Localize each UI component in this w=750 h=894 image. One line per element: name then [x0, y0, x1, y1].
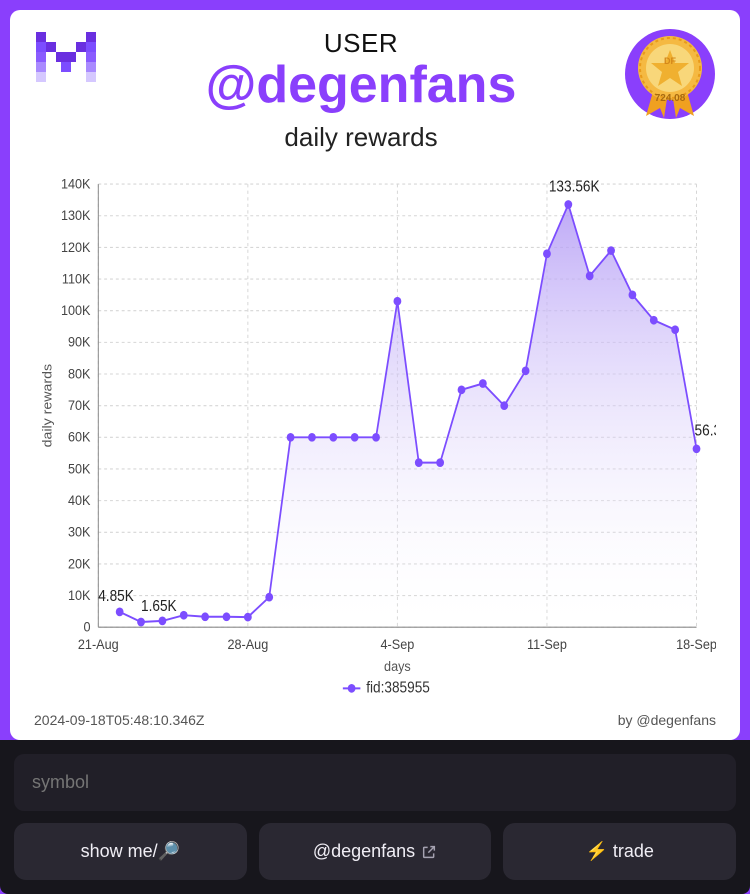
svg-text:90K: 90K — [68, 334, 91, 350]
svg-text:28-Aug: 28-Aug — [227, 637, 268, 653]
trade-button[interactable]: ⚡ trade — [503, 823, 736, 880]
controls-bar: show me/🔎 @degenfans ⚡ trade — [0, 740, 750, 894]
svg-text:18-Sep: 18-Sep — [676, 637, 716, 653]
header: USER @degenfans daily rewards DF 724.08 — [34, 28, 716, 153]
svg-text:21-Aug: 21-Aug — [78, 637, 119, 653]
title-subtitle: daily rewards — [98, 122, 624, 153]
svg-text:fid:385955: fid:385955 — [366, 680, 430, 697]
handle-button-label: @degenfans — [313, 841, 415, 862]
rewards-chart: 0 10K 20K 30K 40K 50K 60K 70K 80K 90K 100K 110K 120K… — [34, 171, 716, 706]
badge-value: 724.08 — [655, 93, 686, 104]
svg-text:110K: 110K — [62, 271, 91, 287]
svg-text:70K: 70K — [68, 398, 91, 414]
svg-text:50K: 50K — [68, 461, 91, 477]
title-handle: @degenfans — [98, 57, 624, 114]
trade-button-label: ⚡ trade — [585, 841, 653, 862]
handle-button[interactable]: @degenfans — [259, 823, 492, 880]
rank-badge: DF 724.08 — [624, 28, 716, 120]
app-logo — [34, 28, 98, 92]
badge-text: DF — [664, 56, 676, 66]
svg-text:80K: 80K — [68, 366, 91, 382]
svg-text:140K: 140K — [61, 176, 91, 192]
title-user-label: USER — [98, 28, 624, 59]
symbol-input[interactable] — [14, 754, 736, 811]
svg-text:100K: 100K — [61, 303, 91, 319]
svg-text:120K: 120K — [61, 239, 91, 255]
svg-text:133.56K: 133.56K — [549, 179, 600, 196]
svg-text:60K: 60K — [68, 429, 91, 445]
svg-text:days: days — [384, 658, 411, 674]
external-link-icon — [421, 844, 437, 860]
svg-text:4.85K: 4.85K — [98, 588, 134, 605]
svg-text:daily rewards: daily rewards — [40, 364, 54, 448]
show-me-label: show me/🔎 — [81, 841, 180, 862]
card-footer: 2024-09-18T05:48:10.346Z by @degenfans — [34, 712, 716, 728]
svg-text:4-Sep: 4-Sep — [381, 637, 415, 653]
svg-text:0: 0 — [83, 619, 90, 635]
svg-text:10K: 10K — [68, 587, 91, 603]
svg-text:20K: 20K — [68, 556, 91, 572]
svg-text:56.37K: 56.37K — [695, 423, 716, 440]
byline: by @degenfans — [618, 712, 716, 728]
svg-text:40K: 40K — [68, 493, 91, 509]
svg-text:130K: 130K — [61, 208, 91, 224]
show-me-button[interactable]: show me/🔎 — [14, 823, 247, 880]
timestamp: 2024-09-18T05:48:10.346Z — [34, 712, 204, 728]
svg-text:11-Sep: 11-Sep — [527, 637, 567, 653]
chart-card: USER @degenfans daily rewards DF 724.08 — [10, 10, 740, 740]
svg-text:1.65K: 1.65K — [141, 599, 177, 616]
svg-text:30K: 30K — [68, 524, 91, 540]
title-block: USER @degenfans daily rewards — [98, 28, 624, 153]
button-row: show me/🔎 @degenfans ⚡ trade — [14, 823, 736, 880]
